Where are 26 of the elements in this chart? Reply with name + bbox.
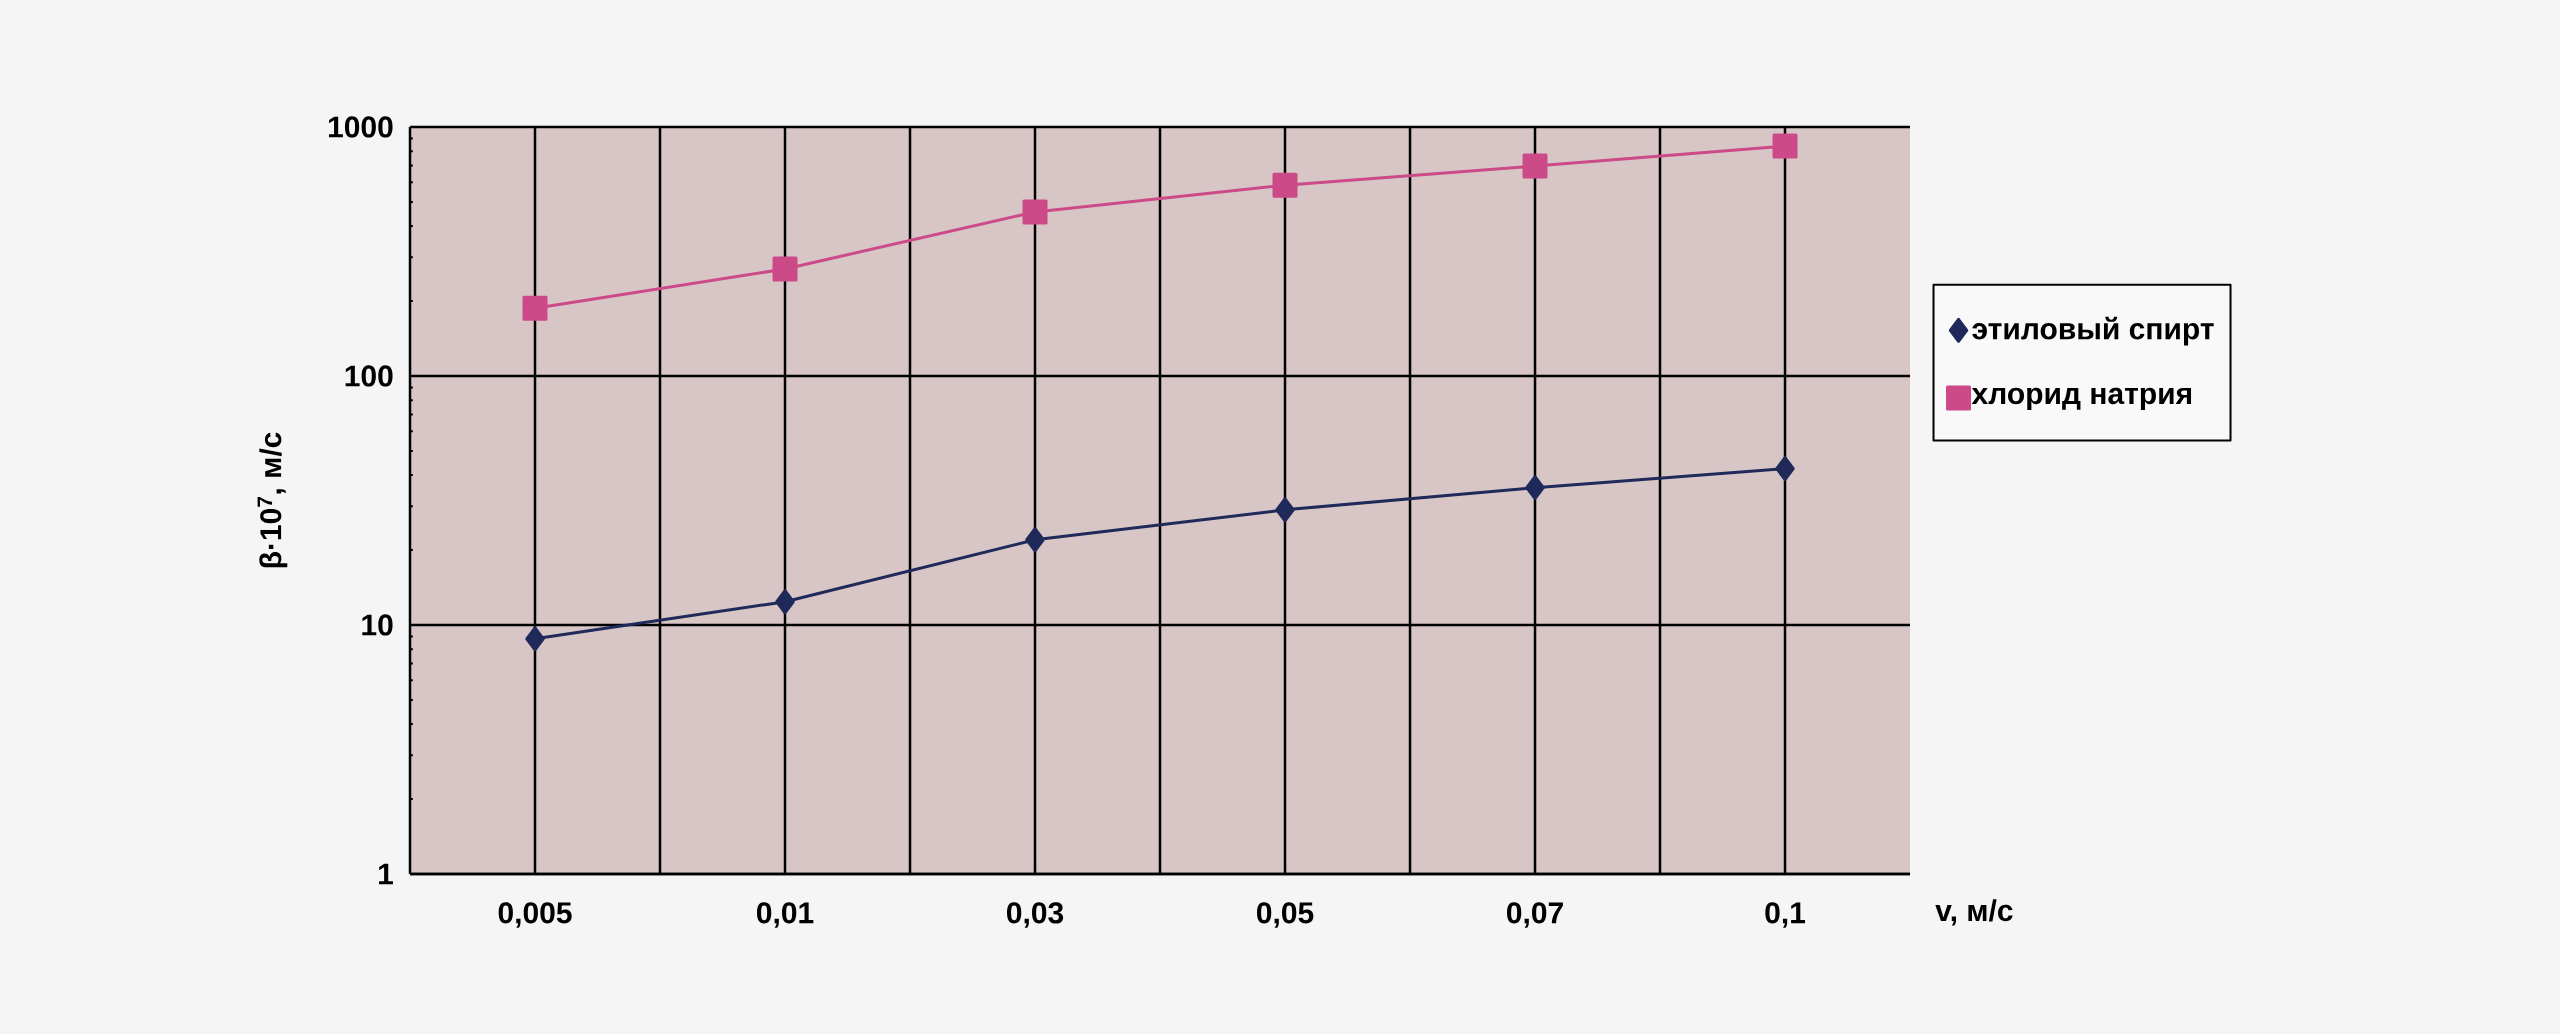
x-tick-label: 0,1 xyxy=(1765,902,1806,928)
x-tick-label: 0,005 xyxy=(498,902,572,928)
point xyxy=(775,589,795,615)
point xyxy=(1775,456,1795,482)
point xyxy=(522,295,548,321)
legend-label: этиловый спирт xyxy=(1972,316,2214,346)
x-axis-title: v, м/с xyxy=(1935,899,2013,926)
x-tick-label: 0,07 xyxy=(1507,902,1563,928)
point xyxy=(525,626,545,652)
x-tick-label: 0,03 xyxy=(1007,902,1064,928)
point xyxy=(1275,497,1295,523)
point xyxy=(1025,527,1045,553)
point xyxy=(1022,199,1048,225)
point xyxy=(1772,133,1798,159)
x-tick-label: 0,05 xyxy=(1257,902,1314,928)
point xyxy=(1272,172,1298,198)
point xyxy=(772,256,798,282)
point xyxy=(1525,475,1545,501)
y-tick-label: 1 xyxy=(379,863,393,885)
y-tick-label: 10 xyxy=(362,614,393,636)
x-tick-label: 0,01 xyxy=(757,902,814,928)
legend-label: хлорид натрия xyxy=(1971,387,2192,411)
y-tick-label: 1000 xyxy=(328,116,393,138)
y-tick-label: 100 xyxy=(345,365,393,387)
y-axis-title: β·10$^{7}$, м/с xyxy=(257,432,288,568)
point xyxy=(1522,153,1548,179)
